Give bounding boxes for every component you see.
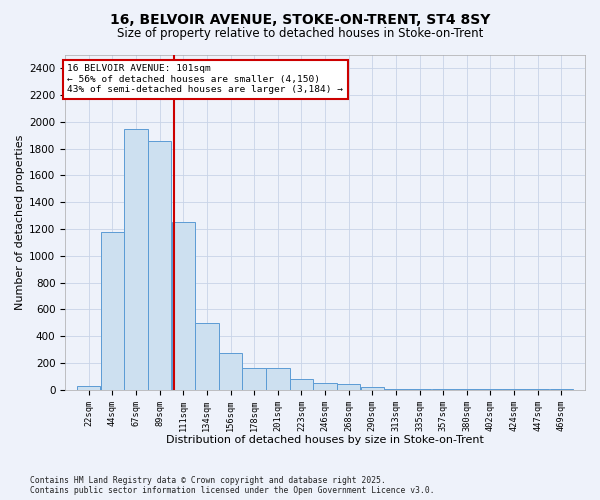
Bar <box>101 232 124 390</box>
X-axis label: Distribution of detached houses by size in Stoke-on-Trent: Distribution of detached houses by size … <box>166 435 484 445</box>
Text: 16, BELVOIR AVENUE, STOKE-ON-TRENT, ST4 8SY: 16, BELVOIR AVENUE, STOKE-ON-TRENT, ST4 … <box>110 12 490 26</box>
Text: Size of property relative to detached houses in Stoke-on-Trent: Size of property relative to detached ho… <box>117 28 483 40</box>
Bar <box>219 354 242 390</box>
Bar <box>384 389 407 390</box>
Bar <box>242 368 266 390</box>
Bar <box>408 389 431 390</box>
Bar <box>337 384 361 390</box>
Bar <box>148 140 172 390</box>
Y-axis label: Number of detached properties: Number of detached properties <box>15 134 25 310</box>
Text: Contains HM Land Registry data © Crown copyright and database right 2025.
Contai: Contains HM Land Registry data © Crown c… <box>30 476 434 495</box>
Bar <box>124 128 148 390</box>
Bar <box>313 383 337 390</box>
Bar <box>77 386 100 390</box>
Bar <box>266 368 290 390</box>
Bar <box>361 387 384 390</box>
Text: 16 BELVOIR AVENUE: 101sqm
← 56% of detached houses are smaller (4,150)
43% of se: 16 BELVOIR AVENUE: 101sqm ← 56% of detac… <box>67 64 343 94</box>
Bar <box>290 379 313 390</box>
Bar <box>195 322 218 390</box>
Bar <box>172 222 195 390</box>
